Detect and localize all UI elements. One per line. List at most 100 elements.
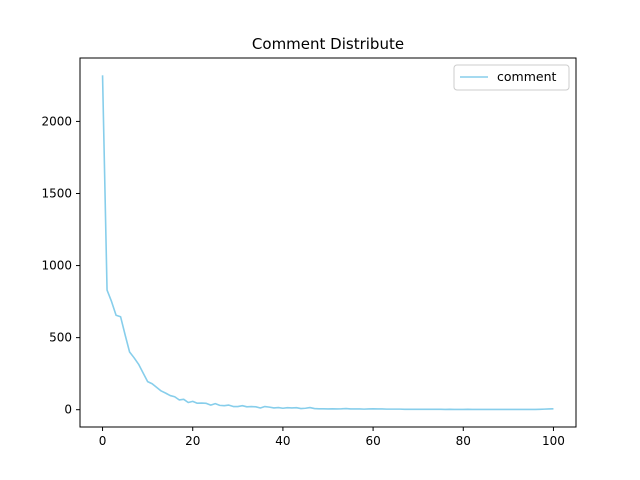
data-point [291,407,292,408]
legend: comment [453,64,570,91]
data-point [517,409,518,410]
data-point [296,407,297,408]
data-point [143,372,144,373]
data-point [129,351,130,352]
data-point [490,409,491,410]
data-point [422,409,423,410]
data-point [124,334,125,335]
data-point [548,408,549,409]
data-point [526,409,527,410]
y-tick-label: 0 [64,403,72,417]
data-point [341,408,342,409]
data-point [206,403,207,404]
data-point [102,75,103,76]
data-point [418,409,419,410]
data-point [427,409,428,410]
data-point [255,406,256,407]
data-point [481,409,482,410]
y-tick-label: 1000 [41,259,72,273]
x-tick-label: 20 [185,434,200,448]
data-point [165,393,166,394]
axes-frame [79,57,577,428]
data-point [463,409,464,410]
data-point [336,408,337,409]
data-point [152,383,153,384]
data-point [445,409,446,410]
data-point [395,409,396,410]
data-point [156,387,157,388]
x-tick-label: 40 [275,434,290,448]
chart-title: Comment Distribute [252,35,404,53]
data-point [327,408,328,409]
data-point [386,409,387,410]
data-point [115,315,116,316]
data-point [467,409,468,410]
x-axis: 0 20 40 60 80 100 [99,427,565,448]
data-point [476,409,477,410]
data-point [246,406,247,407]
data-point [197,403,198,404]
data-point [440,409,441,410]
data-point [318,408,319,409]
data-point [287,407,288,408]
y-tick-label: 500 [49,331,72,345]
data-point [278,407,279,408]
data-point [237,406,238,407]
data-point [368,408,369,409]
data-point [413,409,414,410]
data-point [431,409,432,410]
data-point [372,408,373,409]
data-point [454,409,455,410]
data-point [382,408,383,409]
data-point [436,409,437,410]
data-point [354,408,355,409]
data-point [400,409,401,410]
data-point [449,409,450,410]
data-point [458,409,459,410]
data-point [499,409,500,410]
data-point [323,408,324,409]
data-point [134,357,135,358]
data-point [332,408,333,409]
y-tick-label: 1500 [41,186,72,200]
data-point [300,408,301,409]
data-point [273,407,274,408]
data-point [391,409,392,410]
data-point [485,409,486,410]
data-point [282,408,283,409]
data-point [106,289,107,290]
data-point [264,406,265,407]
data-point [472,409,473,410]
data-point [147,381,148,382]
data-point [544,409,545,410]
data-point [260,407,261,408]
x-tick-label: 0 [99,434,107,448]
data-point [409,409,410,410]
data-point [161,390,162,391]
data-point [521,409,522,410]
data-point [553,408,554,409]
data-point [305,408,306,409]
data-point [242,405,243,406]
data-point [494,409,495,410]
data-point [174,396,175,397]
data-point [179,399,180,400]
y-tick-label: 2000 [41,114,72,128]
data-point [539,409,540,410]
data-point [535,409,536,410]
data-point [350,408,351,409]
data-point [404,409,405,410]
legend-box [453,64,570,91]
data-point [530,409,531,410]
data-point [219,405,220,406]
data-point [228,404,229,405]
data-point [269,407,270,408]
data-point [503,409,504,410]
data-point [359,408,360,409]
data-point [251,406,252,407]
data-point [224,405,225,406]
data-point [170,395,171,396]
legend-label-comment: comment [497,69,556,84]
x-tick-label: 80 [456,434,471,448]
